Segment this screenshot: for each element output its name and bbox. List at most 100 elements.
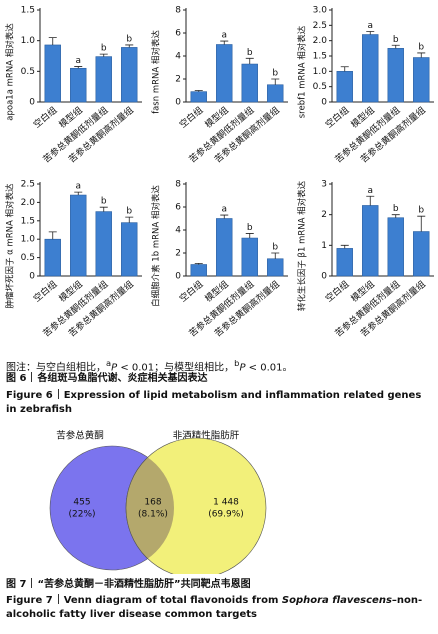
y-tick-label: 2.0 [21,198,36,208]
y-tick-label: 3 [321,180,327,190]
bar [362,205,379,277]
y-tick-label: 2.5 [21,180,35,190]
y-tick-label: 1.5 [21,6,35,16]
bar [267,258,284,277]
y-axis-label: 转化生长因子 β1 mRNA 相对表达 [297,180,308,311]
error-bar [245,233,254,239]
bar-chart: fasn mRNA 相对表达 02468空白组a模型组b苦参总黄酮低剂量组b苦参总… [151,6,288,165]
significance-letter: b [272,69,278,79]
y-axis-label: fasn mRNA 相对表达 [151,30,162,114]
significance-letter: b [247,223,253,233]
y-tick-label: 0 [321,272,327,282]
y-tick-label: 0 [175,98,181,108]
significance-letter: b [247,48,253,58]
error-bar [74,191,83,196]
note-text: < 0.01；与模型组相比， [117,362,235,374]
y-tick-label: 0.5 [21,67,35,77]
bar [44,44,61,103]
figure-title: “苦参总黄酮－非酒精性脂肪肝”共同靶点韦恩图 [37,579,251,590]
significance-letter: b [272,243,278,253]
y-tick-label: 1.5 [313,52,327,62]
figure-7-title-zh: 图 7 “苦参总黄酮－非酒精性脂肪肝”共同靶点韦恩图 [6,578,432,592]
figure-label: Figure 6 [6,390,53,401]
y-tick-label: 6 [175,29,181,39]
note-text: 图注：与空白组相比， [6,362,106,374]
y-tick-label: 0 [29,272,35,282]
bar [70,67,87,103]
bar [241,63,258,103]
y-tick-label: 0.5 [313,82,327,92]
error-bar [99,53,108,57]
y-tick-label: 1.0 [21,36,36,46]
y-tick-label: 4 [175,52,181,62]
significance-letter: b [126,34,132,44]
y-tick-label: 0 [175,272,181,282]
significance-letter: b [393,204,399,214]
figure-label: 图 6 [6,373,27,384]
figure-title: 各组斑马鱼脂代谢、炎症相关基因表达 [37,373,208,384]
significance-letter: b [418,42,424,52]
bar [216,218,233,277]
significance-letter: b [393,35,399,45]
y-tick-label: 1.5 [21,216,35,226]
error-bar [340,66,349,72]
significance-letter: b [418,206,424,216]
bar [413,231,430,277]
y-axis-label: 肿瘤坏死因子 α mRNA 相对表达 [5,183,16,309]
bar [336,71,353,103]
x-tick-label: 空白组 [31,104,59,131]
figure-title: –non-alcoholic fatty liver disease commo… [6,595,423,620]
figure-title: Expression of lipid metabolism and infla… [6,390,422,415]
region-count: 455 [73,498,90,508]
figure-title: Venn diagram of total flavonoids from [63,595,282,606]
figure-6-charts: apoa1a mRNA 相对表达 0 0.5 1.0 1.5 空白组 a 模型组 b 苦参总黄酮低… [5,6,434,339]
significance-letter: b [101,44,107,54]
error-bar [220,40,229,45]
y-axis-label: srebf1 mRNA 相对表达 [297,25,308,118]
venn-region [125,446,174,570]
significance-letter: b [126,207,132,217]
error-bar [366,195,375,206]
bar [190,91,207,103]
y-tick-label: 0 [29,98,35,108]
note-p: P [239,362,246,374]
error-bar [48,37,57,45]
error-bar [417,52,426,58]
significance-letter: a [221,31,227,41]
note-sup: b [234,358,240,368]
error-bar [194,90,203,92]
error-bar [220,214,229,219]
error-bar [271,78,280,85]
bar [362,34,379,103]
y-tick-label: 1.0 [313,67,328,77]
region-count: 1 448 [213,498,239,508]
bar-chart: srebf1 mRNA 相对表达 00.51.01.52.02.53.0空白组a模… [297,6,434,165]
error-bar [391,214,400,218]
error-bar [74,66,83,69]
bar-chart: 白细胞介素 1b mRNA 相对表达 02468空白组a模型组b苦参总黄酮低剂量组… [151,180,288,339]
y-tick-label: 4 [175,226,181,236]
significance-letter: a [367,186,373,196]
bar [387,48,404,103]
figure-label: Figure 7 [6,595,53,606]
figure-6-title-zh: 图 6 各组斑马鱼脂代谢、炎症相关基因表达 [6,372,432,386]
significance-letter: a [221,205,227,215]
y-tick-label: 2 [175,249,181,259]
error-bar [125,44,134,48]
y-axis-label: 白细胞介素 1b mRNA 相对表达 [151,185,162,307]
note-sup: a [106,358,112,368]
figure-note: 图注：与空白组相比，aP < 0.01；与模型组相比，bP < 0.01。 [6,356,432,375]
figure-label: 图 7 [6,579,27,590]
y-tick-label: 0 [321,98,327,108]
bar [121,222,138,277]
error-bar [417,215,426,232]
bar [190,264,207,277]
bar [95,211,112,277]
significance-letter: a [367,21,373,31]
region-percent: (8.1%) [138,510,168,520]
error-bar [366,31,375,35]
y-axis-label: apoa1a mRNA 相对表达 [5,23,16,121]
region-count: 168 [144,498,161,508]
error-bar [391,44,400,49]
